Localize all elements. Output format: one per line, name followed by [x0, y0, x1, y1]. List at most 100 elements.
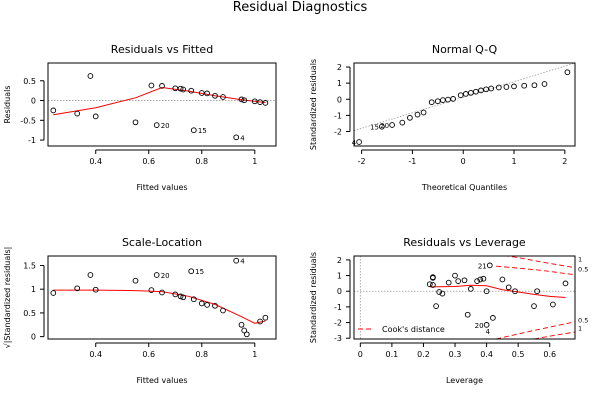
x-axis-label: Fitted values [136, 376, 187, 385]
data-point [159, 83, 165, 89]
y-tick-label: -2 [334, 319, 342, 328]
x-tick-label: 0.3 [449, 350, 462, 359]
data-point [198, 300, 205, 307]
y-axis-label: Standardized residuals [309, 252, 318, 343]
data-point [483, 288, 490, 295]
y-tick-label: 1.5 [23, 261, 36, 270]
cooks-level-label: 1 [578, 255, 582, 263]
cooks-distance-contour [533, 331, 575, 339]
y-tick-label: 0 [337, 95, 342, 104]
y-tick-label: 0 [337, 287, 342, 296]
data-point [430, 274, 436, 280]
data-point [541, 81, 548, 87]
data-point [445, 279, 452, 286]
data-point [462, 91, 469, 97]
data-point [159, 289, 165, 296]
data-point [483, 86, 489, 93]
qq-reference-line [354, 63, 575, 132]
data-point [172, 85, 179, 92]
point-label: 20 [161, 272, 170, 280]
y-tick-label: -1 [28, 136, 36, 145]
y-tick-label: -3 [334, 334, 342, 343]
data-point [478, 87, 484, 94]
chart-title: Normal Q-Q [432, 43, 498, 56]
x-axis-label: Theoretical Quantiles [421, 183, 507, 192]
data-point [531, 303, 537, 309]
data-point [177, 293, 184, 300]
y-tick-label: 0.5 [23, 77, 36, 86]
point-label: 20 [161, 122, 170, 130]
data-point [172, 291, 179, 298]
page-title: Residual Diagnostics [233, 0, 368, 15]
y-tick-label: 2 [337, 63, 342, 72]
x-tick-label: 0.6 [543, 350, 556, 359]
data-point [562, 280, 569, 287]
data-point [407, 114, 413, 121]
data-point [436, 289, 443, 295]
data-point [238, 96, 245, 103]
data-point [92, 286, 99, 293]
data-point [468, 89, 474, 96]
y-tick-label: 0 [31, 97, 36, 106]
data-point [531, 82, 538, 89]
data-point [148, 287, 155, 293]
chart-title: Residuals vs Leverage [403, 236, 526, 249]
data-point [503, 84, 510, 90]
data-point [564, 69, 571, 76]
plot-area [50, 257, 269, 338]
data-point [132, 119, 139, 126]
data-point [495, 84, 502, 91]
point-label: 20 [475, 322, 484, 330]
data-point [262, 314, 269, 321]
data-point [474, 278, 480, 284]
data-point [153, 122, 160, 128]
x-tick-label: 0.6 [142, 350, 155, 359]
data-point [426, 281, 433, 288]
point-label: 4 [240, 258, 245, 266]
data-point [188, 268, 195, 275]
cooks-distance-contour [496, 265, 575, 276]
data-point [467, 286, 474, 292]
data-point [433, 303, 439, 309]
chart-title: Scale-Location [122, 236, 202, 249]
data-point [455, 278, 462, 284]
data-point [434, 98, 441, 105]
x-tick-label: 1 [252, 350, 257, 359]
y-axis-label: Standardized residuals [309, 59, 318, 150]
x-tick-label: 1 [252, 157, 257, 166]
x-tick-label: 0.1 [386, 350, 399, 359]
data-point [243, 331, 250, 338]
x-tick-label: 0.6 [142, 157, 155, 166]
data-point [439, 290, 446, 297]
data-point [534, 288, 540, 295]
data-point [512, 288, 518, 295]
data-point [473, 88, 479, 95]
data-point [190, 296, 197, 303]
data-point [505, 284, 512, 291]
data-point [356, 139, 362, 145]
y-tick-label: 1 [337, 272, 342, 281]
y-tick-label: 0.5 [23, 309, 36, 318]
plot-frame [47, 255, 277, 340]
cooks-level-label: 1 [578, 324, 582, 332]
point-label: 15 [198, 127, 207, 135]
smooth-line [53, 289, 266, 324]
x-tick-label: 1 [511, 157, 516, 166]
panel-1: Residuals vs Fitted 20 15 4 0.4 0.6 0.8 1 Fitted… [3, 43, 277, 192]
data-point [499, 276, 506, 283]
data-point [188, 87, 195, 94]
data-point [238, 321, 245, 328]
data-point [251, 98, 258, 105]
data-point [452, 272, 458, 279]
point-label: 21 [478, 262, 487, 270]
y-tick-label: -2 [334, 127, 342, 136]
cooks-distance-contour [504, 256, 575, 269]
x-tick-label: 0.4 [480, 350, 493, 359]
data-point [220, 94, 226, 100]
y-tick-label: -1 [334, 303, 342, 312]
data-point [204, 90, 210, 97]
data-point [132, 277, 139, 284]
